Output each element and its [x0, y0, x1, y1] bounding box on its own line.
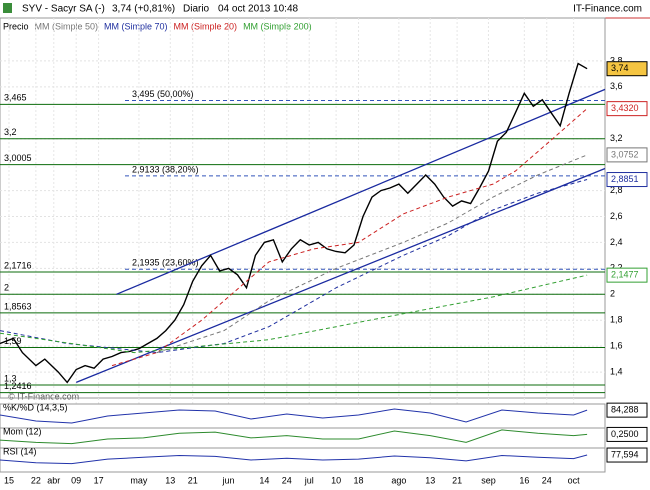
- y-tick-label: 2: [610, 289, 615, 299]
- indicator-line: [0, 454, 588, 465]
- watermark: © IT-Finance.com: [8, 391, 79, 401]
- level-label: 1,2416: [4, 381, 32, 391]
- value-box: [606, 426, 648, 442]
- x-tick-label: 22: [31, 475, 41, 485]
- value-box-label: 2,1477: [611, 270, 639, 280]
- value-box-label: 2,8851: [611, 174, 639, 184]
- y-tick-label: 1,4: [610, 366, 623, 376]
- indicator-panel: [0, 403, 606, 431]
- moving-average: [0, 179, 588, 354]
- level-label: 3,0005: [4, 153, 32, 163]
- level-label: 1,3: [4, 373, 17, 383]
- x-tick-label: 13: [165, 475, 175, 485]
- fibonacci-label: 2,9133 (38,20%): [132, 164, 199, 174]
- x-tick-label: jul: [304, 475, 314, 485]
- value-box: [606, 147, 648, 163]
- legend-entry: MM (Simple 20): [174, 21, 238, 31]
- x-tick-label: 24: [282, 475, 292, 485]
- x-tick-label: 13: [425, 475, 435, 485]
- x-tick-label: sep: [481, 475, 496, 485]
- y-tick-label: 2,6: [610, 211, 623, 221]
- date: 04 oct 2013 10:48: [218, 4, 299, 15]
- value-box-label: 3,74: [611, 63, 629, 73]
- x-tick-label: 21: [452, 475, 462, 485]
- x-tick-label: 14: [259, 475, 269, 485]
- price-line: [0, 62, 588, 384]
- moving-average: [111, 108, 588, 367]
- level-label: 1,59: [4, 336, 22, 346]
- x-tick-label: jun: [222, 475, 235, 485]
- value-box-label: 3,4320: [611, 103, 639, 113]
- x-tick-label: 18: [354, 475, 364, 485]
- level-label: 2,1716: [4, 260, 32, 270]
- indicator-title: RSI (14): [3, 446, 37, 456]
- y-tick-label: 1,8: [610, 315, 623, 325]
- level-label: 3,2: [4, 127, 17, 137]
- x-tick-label: oct: [568, 475, 581, 485]
- trendline: [116, 88, 606, 295]
- x-tick-label: abr: [47, 475, 60, 485]
- y-tick-label: 2,8: [610, 185, 623, 195]
- value-box-label: 84,288: [611, 405, 639, 415]
- y-tick-label: 2,4: [610, 237, 623, 247]
- x-tick-label: ago: [391, 475, 406, 485]
- value-box: [606, 447, 648, 463]
- x-tick-label: 21: [188, 475, 198, 485]
- legend-entry: MM (Simple 200): [243, 21, 312, 31]
- value-box: [606, 402, 648, 418]
- value-box: [606, 101, 648, 117]
- value-box: [606, 61, 648, 77]
- fibonacci-label: 3,495 (50,00%): [132, 89, 194, 99]
- indicator-title: %K/%D (14,3,5): [3, 402, 68, 412]
- y-tick-label: 3,2: [610, 133, 623, 143]
- indicator-line: [0, 408, 588, 424]
- y-tick-label: 3,6: [610, 81, 623, 91]
- indicator-title: Mom (12): [3, 426, 42, 436]
- logo-icon: [3, 3, 12, 13]
- value-box-label: 3,0752: [611, 149, 639, 159]
- brand: IT-Finance.com: [573, 4, 642, 15]
- plot-frame: [0, 17, 606, 399]
- x-tick-label: 10: [331, 475, 341, 485]
- x-tick-label: 24: [542, 475, 552, 485]
- moving-average: [0, 274, 588, 354]
- x-tick-label: 09: [71, 475, 81, 485]
- legend-entry: MM (Simple 70): [104, 21, 168, 31]
- legend-entry: Precio: [3, 21, 29, 31]
- value-box: [606, 172, 648, 188]
- y-tick-label: 3,8: [610, 55, 623, 65]
- value-box: [606, 267, 648, 283]
- x-tick-label: 17: [94, 475, 104, 485]
- indicator-line: [0, 429, 588, 445]
- level-label: 3,465: [4, 93, 27, 103]
- legend-entry: MM (Simple 50): [35, 21, 99, 31]
- y-tick-label: 1,6: [610, 341, 623, 351]
- value-box-label: 77,594: [611, 449, 639, 459]
- level-label: 2: [4, 283, 9, 293]
- x-tick-label: 15: [4, 475, 14, 485]
- fibonacci-label: 2,1935 (23,60%): [132, 258, 199, 268]
- ticker-title: SYV - Sacyr SA (-): [22, 4, 105, 15]
- period: Diario: [183, 4, 210, 15]
- level-label: 1,8563: [4, 301, 32, 311]
- quote: 3,74 (+0,81%): [112, 4, 175, 15]
- x-tick-label: may: [130, 475, 148, 485]
- value-box-label: 0,2500: [611, 429, 639, 439]
- x-tick-label: 16: [519, 475, 529, 485]
- indicator-panel: [0, 447, 606, 473]
